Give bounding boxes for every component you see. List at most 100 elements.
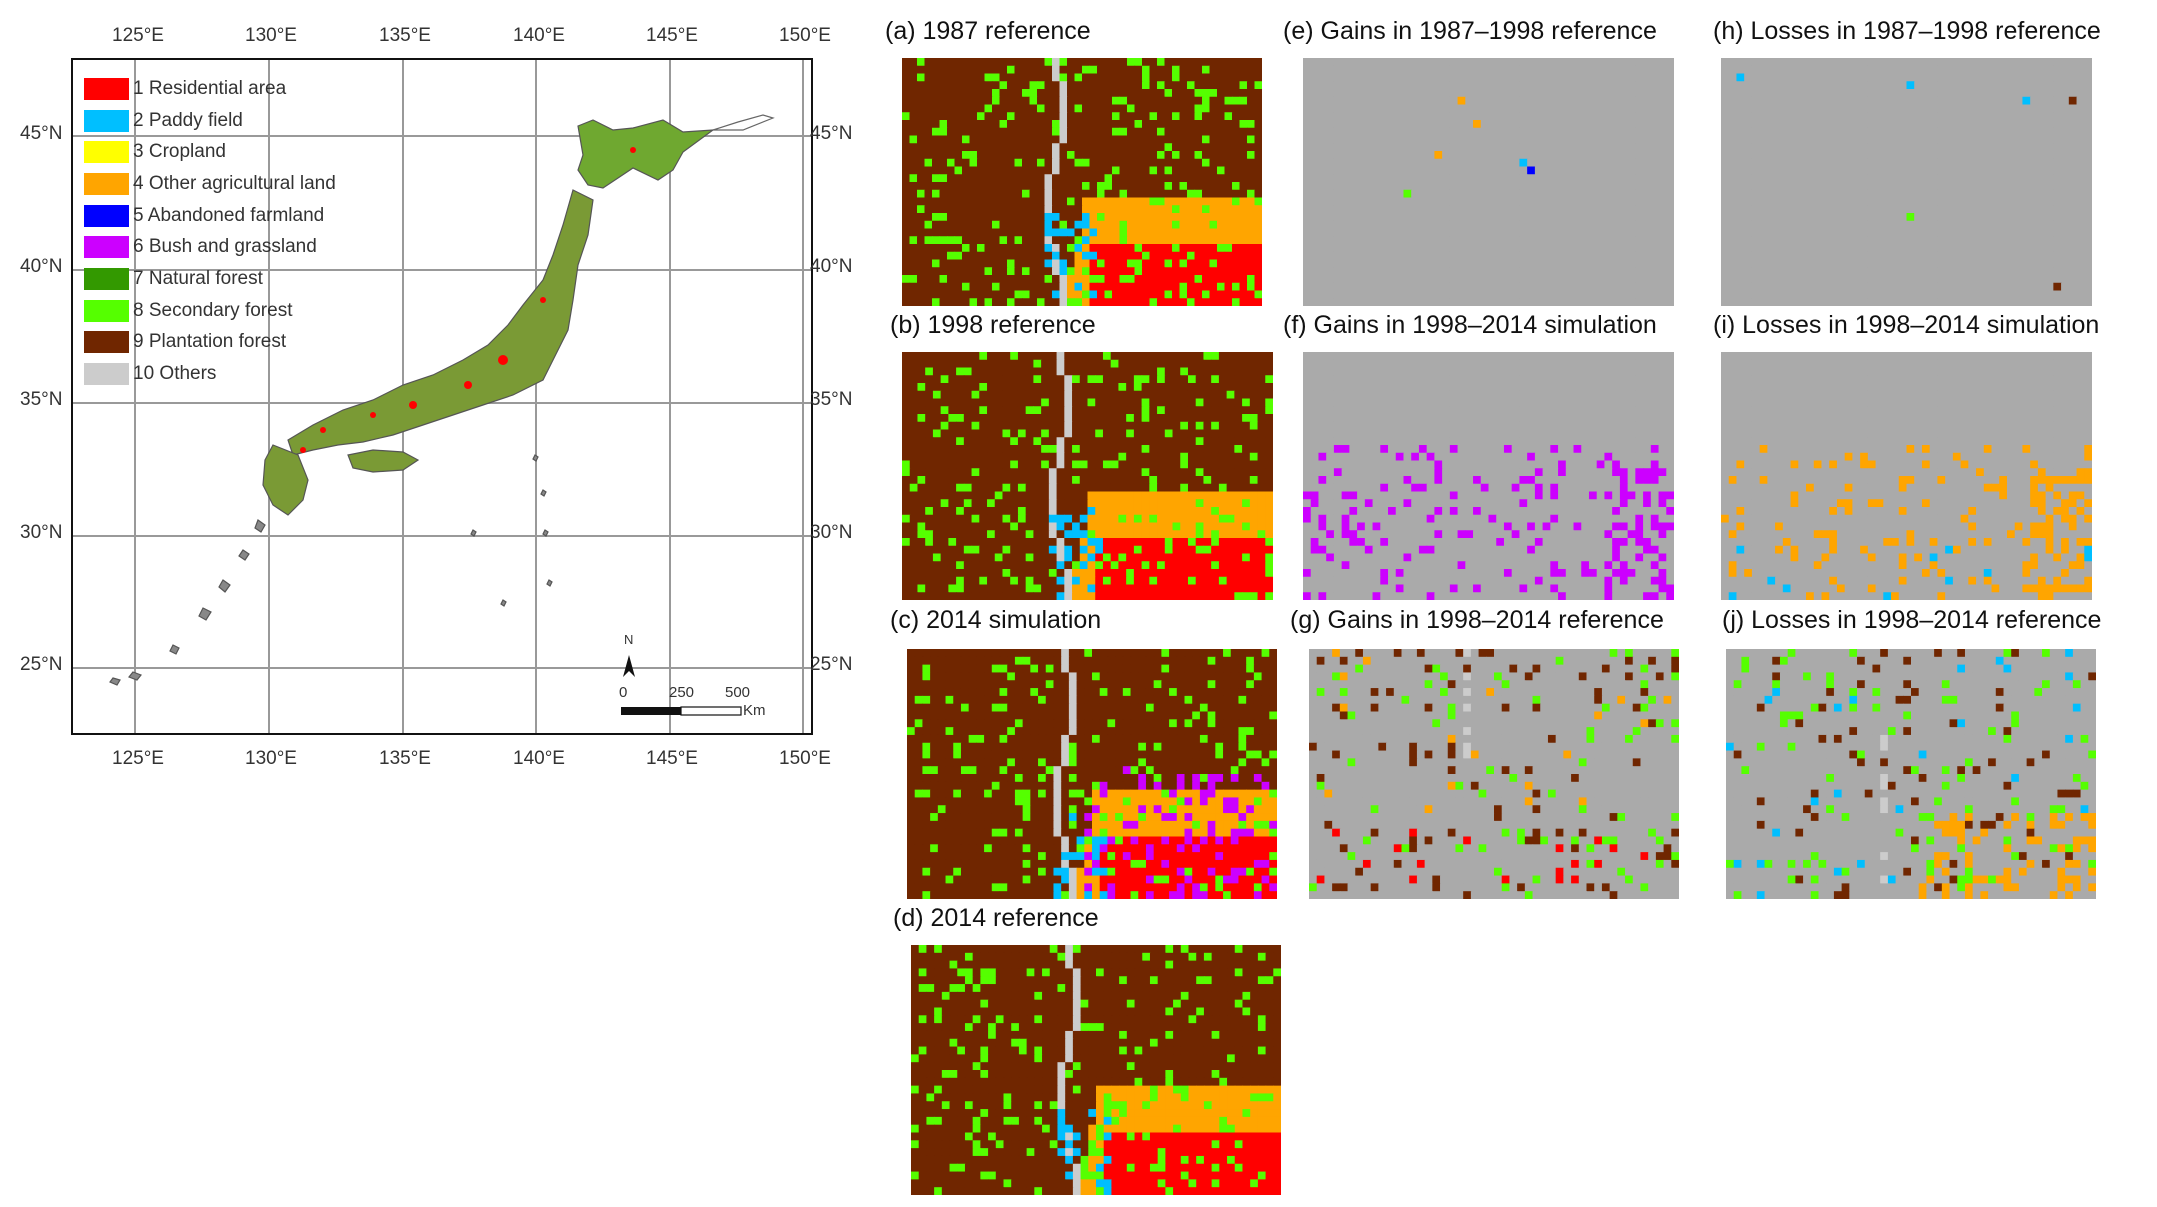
raster-cell bbox=[1099, 781, 1109, 791]
raster-cell bbox=[1149, 58, 1158, 67]
raster-cell bbox=[1059, 189, 1068, 199]
raster-cell bbox=[1061, 742, 1070, 752]
raster-cell bbox=[1099, 844, 1109, 853]
raster-cell bbox=[932, 197, 941, 206]
raster-cell bbox=[1194, 189, 1203, 199]
panel-title-h: (h) Losses in 1987–1998 reference bbox=[1713, 17, 2101, 45]
raster-cell bbox=[1044, 81, 1053, 90]
raster-cell bbox=[1172, 236, 1181, 245]
raster-cell bbox=[948, 561, 957, 570]
raster-cell bbox=[1211, 375, 1220, 384]
raster-cell bbox=[1209, 143, 1218, 152]
raster-cell bbox=[1089, 244, 1098, 253]
raster-cell bbox=[1029, 104, 1038, 113]
raster-cell bbox=[1176, 820, 1186, 830]
raster-cell bbox=[1169, 844, 1178, 853]
raster-cell bbox=[1007, 104, 1016, 113]
raster-cell bbox=[1033, 359, 1042, 369]
raster-cell bbox=[914, 805, 924, 814]
raster-cell bbox=[909, 507, 919, 516]
raster-cell bbox=[1164, 267, 1173, 276]
raster-cell bbox=[1068, 649, 1078, 658]
raster-cell bbox=[1082, 127, 1091, 137]
raster-cell bbox=[1068, 688, 1078, 697]
raster-cell bbox=[979, 584, 988, 593]
raster-cell bbox=[1079, 375, 1089, 384]
raster-cell bbox=[1215, 758, 1224, 767]
raster-cell bbox=[1127, 166, 1136, 175]
raster-cell bbox=[969, 259, 978, 268]
raster-cell bbox=[1022, 96, 1031, 106]
raster-cell bbox=[1207, 703, 1216, 713]
raster-cell bbox=[1037, 143, 1046, 152]
raster-cell bbox=[925, 421, 934, 431]
raster-cell bbox=[1048, 592, 1058, 600]
raster-cell bbox=[1061, 672, 1070, 681]
raster-cell bbox=[1187, 58, 1196, 67]
raster-cell bbox=[1232, 166, 1241, 175]
raster-cell bbox=[1192, 828, 1201, 838]
raster-cell bbox=[1130, 727, 1139, 736]
raster-cell bbox=[1126, 968, 1136, 977]
raster-cell bbox=[1112, 120, 1121, 129]
raster-cell bbox=[1115, 813, 1124, 822]
raster-cell bbox=[1084, 805, 1093, 814]
raster-cell bbox=[1061, 719, 1070, 728]
raster-cell bbox=[1157, 460, 1166, 469]
raster-cell bbox=[1207, 859, 1216, 869]
raster-cell bbox=[968, 656, 977, 666]
raster-cell bbox=[1261, 649, 1270, 658]
lat-right-40: 40°N bbox=[810, 256, 853, 277]
raster-cell bbox=[1014, 672, 1024, 681]
raster-cell bbox=[1110, 468, 1120, 477]
raster-cell bbox=[999, 189, 1008, 199]
raster-cell bbox=[1097, 127, 1106, 137]
raster-cell bbox=[947, 182, 956, 191]
raster-cell bbox=[1003, 945, 1012, 954]
raster-cell bbox=[1041, 445, 1050, 454]
raster-cell bbox=[1253, 836, 1263, 845]
raster-cell bbox=[1104, 127, 1113, 137]
raster-cell bbox=[1176, 758, 1186, 767]
raster-cell bbox=[1074, 259, 1083, 268]
raster-cell bbox=[1067, 197, 1076, 206]
raster-cell bbox=[1218, 375, 1228, 384]
raster-cell bbox=[1247, 197, 1256, 206]
raster-cell bbox=[999, 656, 1008, 666]
raster-cell bbox=[1056, 421, 1065, 431]
raster-cell bbox=[1110, 452, 1120, 462]
raster-cell bbox=[1254, 89, 1262, 98]
raster-cell bbox=[1207, 797, 1216, 806]
raster-cell bbox=[1010, 584, 1019, 593]
raster-cell bbox=[1226, 367, 1235, 376]
raster-cell bbox=[1215, 891, 1224, 899]
raster-cell bbox=[1239, 120, 1248, 129]
raster-cell bbox=[954, 251, 963, 261]
raster-cell bbox=[1107, 844, 1116, 853]
raster-cell bbox=[1029, 267, 1038, 276]
raster-cell bbox=[1045, 750, 1055, 759]
raster-cell bbox=[1195, 367, 1205, 376]
raster-cell bbox=[1239, 282, 1248, 292]
raster-cell bbox=[922, 891, 931, 899]
raster-cell bbox=[962, 65, 971, 75]
raster-cell bbox=[1126, 421, 1135, 431]
panel-title-c: (c) 2014 simulation bbox=[890, 606, 1102, 634]
raster-cell bbox=[1194, 151, 1203, 160]
raster-cell bbox=[1087, 514, 1096, 524]
raster-cell bbox=[1025, 483, 1034, 493]
raster-cell bbox=[1127, 65, 1136, 75]
raster-cell bbox=[934, 968, 943, 977]
raster-cell bbox=[976, 789, 985, 799]
raster-cell bbox=[1102, 514, 1112, 524]
raster-cell bbox=[1223, 820, 1232, 830]
raster-cell bbox=[1209, 182, 1218, 191]
raster-cell bbox=[1099, 875, 1109, 884]
raster-cell bbox=[1059, 151, 1068, 160]
raster-cell bbox=[1112, 112, 1121, 121]
raster-cell bbox=[1192, 688, 1201, 697]
raster-cell bbox=[1127, 158, 1136, 168]
raster-cell bbox=[1084, 727, 1093, 736]
raster-cell bbox=[1187, 414, 1197, 423]
raster-cell bbox=[1014, 182, 1023, 191]
